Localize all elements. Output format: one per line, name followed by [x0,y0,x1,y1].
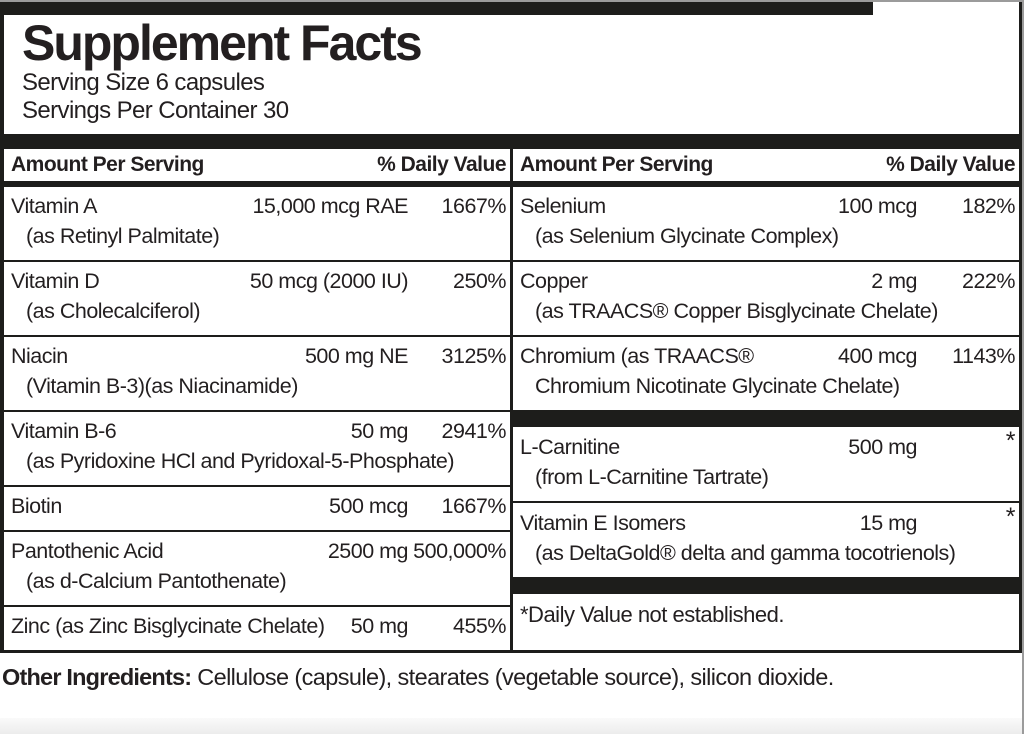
nutrient-row-main: Niacin 500 mg NE 3125% [11,341,507,371]
nutrient-name: Vitamin B-6 [11,418,117,443]
divider-bar [513,409,1019,425]
nutrient-amount: 100 mcg [838,193,917,218]
other-ingredients: Other Ingredients: Cellulose (capsule), … [0,653,1022,695]
nutrient-daily-value: 1143% [952,343,1015,368]
nutrient-row: L-Carnitine 500 mg * (from L-Carnitine Tart… [513,424,1019,501]
nutrient-daily-value: 500,000% [413,538,506,563]
nutrient-name: Biotin [11,493,62,518]
nutrient-name: Pantothenic Acid [11,538,164,563]
nutrient-amount: 2500 mg [327,538,409,563]
nutrient-amount: 500 mcg [329,493,408,518]
servings-per-container: Servings Per Container 30 [22,97,289,125]
nutrient-row: Biotin 500 mcg 1667% [4,484,510,530]
supplement-facts-title: Supplement Facts [22,15,423,71]
nutrient-source: (as d-Calcium Pantothenate) [26,568,287,593]
nutrient-daily-value: * [1005,426,1016,455]
amount-header-label: Amount Per Serving [520,152,713,176]
nutrient-name: Zinc (as Zinc Bisglycinate Chelate) [11,613,325,638]
nutrient-amount: 2 mg [871,268,917,293]
nutrient-row: Pantothenic Acid 2500 mg 500,000% (as d-Cal… [4,529,510,605]
nutrient-row: Chromium (as TRAACS® 400 mcg 1143% Chromium… [513,334,1019,410]
nutrient-amount: 15,000 mcg RAE [252,193,408,218]
other-ingredients-label: Other Ingredients: [2,663,192,690]
nutrient-source: (from L-Carnitine Tartrate) [535,464,769,489]
nutrient-daily-value: 1667% [441,493,507,518]
label-top-bar [0,2,873,15]
daily-value-header-label: % Daily Value [886,152,1015,176]
table-header-bar [4,133,1019,149]
nutrient-row: Vitamin D 50 mcg (2000 IU) 250% (as Choleca… [4,259,510,335]
nutrient-source: (as Selenium Glycinate Complex) [535,223,839,248]
title-block: Supplement Facts Serving Size 6 capsules… [4,15,1019,134]
daily-value-header-label: % Daily Value [377,152,506,176]
nutrient-daily-value: 455% [453,613,507,638]
nutrient-source: (as Cholecalciferol) [26,298,201,323]
nutrient-row-main: Vitamin B-6 50 mg 2941% [11,416,507,446]
nutrient-source: (Vitamin B-3)(as Niacinamide) [26,373,298,398]
nutrient-source: (as Pyridoxine HCl and Pyridoxal-5-Phosp… [26,448,455,473]
nutrient-name: Copper [520,268,588,293]
nutrient-row-main: Zinc (as Zinc Bisglycinate Chelate) 50 mg… [11,611,507,641]
nutrient-name: Vitamin A [11,193,97,218]
nutrient-row-main: Chromium (as TRAACS® 400 mcg 1143% [520,341,1016,371]
nutrient-amount: 400 mcg [838,343,917,368]
nutrient-source: (as DeltaGold® delta and gamma tocotrien… [535,540,956,565]
nutrient-amount: 50 mg [350,418,409,443]
nutrient-amount: 50 mcg (2000 IU) [249,268,409,293]
nutrient-name: Vitamin E Isomers [520,510,686,535]
nutrient-daily-value: 250% [453,268,507,293]
nutrient-row-main: Selenium 100 mcg 182% [520,191,1016,221]
nutrient-amount: 50 mg [350,613,409,638]
column-left: Amount Per Serving % Daily Value Vitamin… [4,149,510,650]
nutrient-row-main: Pantothenic Acid 2500 mg 500,000% [11,536,507,566]
nutrient-daily-value: 3125% [441,343,507,368]
column-right: Amount Per Serving % Daily Value Seleniu… [510,148,1019,650]
nutrient-row: Zinc (as Zinc Bisglycinate Chelate) 50 mg… [4,604,510,650]
column-header-right: Amount Per Serving % Daily Value [513,149,1019,187]
nutrient-row: Selenium 100 mcg 182% (as Selenium Glycinat… [513,187,1019,260]
serving-size: Serving Size 6 capsules [22,69,265,96]
column-header-left: Amount Per Serving % Daily Value [4,149,510,187]
nutrient-row-main: Vitamin A 15,000 mcg RAE 1667% [11,191,507,221]
nutrient-row: Vitamin E Isomers 15 mg * (as DeltaGold® de… [513,500,1019,577]
nutrient-amount: 500 mg [848,434,917,459]
facts-columns: Amount Per Serving % Daily Value Vitamin… [4,148,1019,650]
nutrient-daily-value: 222% [962,268,1016,293]
divider-bar [513,576,1019,592]
nutrient-amount: 500 mg NE [304,343,409,368]
nutrient-source: (as TRAACS® Copper Bisglycinate Chelate) [535,298,938,323]
nutrient-daily-value: 182% [962,193,1016,218]
nutrient-row-main: Biotin 500 mcg 1667% [11,491,507,521]
nutrient-daily-value: 1667% [441,193,507,218]
nutrient-amount: 15 mg [859,510,918,535]
nutrient-row: Vitamin B-6 50 mg 2941% (as Pyridoxine HCl … [4,409,510,485]
amount-header-label: Amount Per Serving [11,152,204,176]
daily-value-footnote: *Daily Value not established. [513,591,1019,650]
nutrient-name: L-Carnitine [520,434,620,459]
nutrient-row-main: Copper 2 mg 222% [520,266,1016,296]
nutrient-daily-value: * [1005,502,1016,531]
page-bottom-strip [0,718,1022,734]
nutrient-source: (as Retinyl Palmitate) [26,223,220,248]
nutrient-row: Copper 2 mg 222% (as TRAACS® Copper Bisglyc… [513,259,1019,335]
nutrient-row-main: L-Carnitine 500 mg * [520,427,1016,462]
nutrient-row: Niacin 500 mg NE 3125% (Vitamin B-3)(as Nia… [4,334,510,410]
nutrient-row-main: Vitamin E Isomers 15 mg * [520,503,1016,538]
nutrient-name: Selenium [520,193,606,218]
nutrient-name: Chromium (as TRAACS® [520,343,754,368]
label-box: Supplement Facts Serving Size 6 capsules… [0,2,1022,653]
nutrient-name: Niacin [11,343,68,368]
nutrient-row: Vitamin A 15,000 mcg RAE 1667% (as Retinyl … [4,187,510,260]
nutrient-row-main: Vitamin D 50 mcg (2000 IU) 250% [11,266,507,296]
nutrient-daily-value: 2941% [441,418,507,443]
nutrient-name: Vitamin D [11,268,100,293]
nutrient-source: Chromium Nicotinate Glycinate Chelate) [535,373,900,398]
other-ingredients-text: Cellulose (capsule), stearates (vegetabl… [191,663,834,690]
